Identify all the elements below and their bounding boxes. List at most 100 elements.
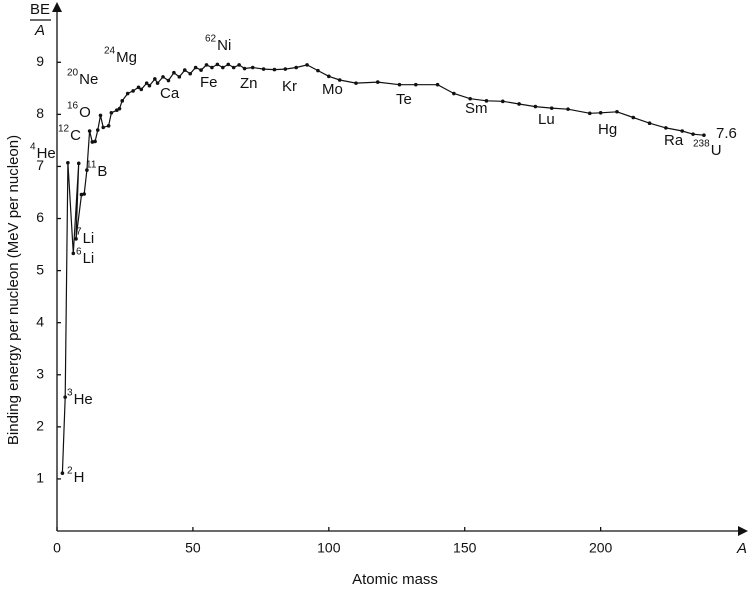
x-axis-symbol: A [736,540,747,557]
data-point [598,111,603,115]
mass-number: 16 [67,101,79,112]
data-point [468,96,472,101]
y-label-top: BE [30,1,50,18]
data-point [147,83,152,88]
data-point [354,81,358,85]
mass-number: 24 [104,46,116,57]
data-point [144,81,149,85]
mass-number: 20 [67,68,79,79]
data-point [691,132,695,136]
element-label: C [70,127,81,144]
data-point [188,71,192,76]
element-label: O [79,104,91,121]
data-point [587,111,592,116]
y-tick-label: 8 [36,105,44,121]
element-label: Mo [322,81,343,98]
x-tick-label: 200 [589,540,613,556]
data-point [161,75,165,79]
y-tick-label: 9 [36,53,44,69]
data-point [517,102,521,106]
element-label: Kr [282,78,297,95]
data-point [60,471,65,475]
data-point [120,99,125,103]
data-point [199,68,203,72]
data-point [533,104,538,109]
data-point [500,99,505,104]
data-point [549,106,554,110]
data-point [95,128,100,132]
data-point [250,65,255,70]
x-tick-label: 150 [453,540,477,556]
data-point [294,65,299,70]
mass-number: 6 [76,247,82,258]
element-label: 7.6 [716,125,737,142]
data-point [283,67,288,71]
x-tick-label: 0 [53,540,61,556]
data-point [106,124,111,128]
data-point [316,68,320,73]
mass-number: 7 [76,227,82,238]
data-point [87,129,92,133]
data-point [414,82,418,87]
element-label: U [711,142,722,159]
data-point [231,65,236,70]
data-point [664,126,668,130]
data-point [272,67,277,72]
mass-number: 238 [693,139,710,150]
element-label: Ra [664,132,684,149]
data-point [435,82,440,87]
data-point [136,85,141,90]
data-point [305,63,309,67]
element-label: Li [83,230,95,247]
element-label: H [74,469,85,486]
element-label: He [37,145,56,162]
y-tick-label: 4 [36,313,44,329]
y-tick-label: 5 [36,261,44,277]
data-point [182,68,187,72]
data-point [193,65,198,70]
y-axis-label: Binding energy per nucleon (MeV per nucl… [5,135,22,445]
data-point [204,63,209,67]
y-label-bottom: A [34,22,45,39]
data-point [327,74,331,79]
element-label: Zn [240,75,258,92]
data-point [375,80,380,84]
data-point [98,113,103,118]
data-point [452,91,456,96]
y-tick-label: 3 [36,365,44,381]
data-point [66,161,70,165]
data-point [647,121,652,126]
data-point [74,237,78,241]
data-point [63,395,67,399]
data-point [261,67,266,71]
data-point [242,66,247,71]
y-axis-arrow [52,2,62,12]
element-label: Sm [465,100,488,117]
mass-number: 12 [58,124,70,135]
data-point [76,161,81,166]
data-point [155,81,160,85]
element-label: Ca [160,85,180,102]
data-point [139,87,144,92]
element-label: Ne [79,71,98,88]
y-tick-label: 2 [36,418,44,434]
data-point [85,168,89,172]
x-tick-label: 100 [317,540,341,556]
y-tick-label: 1 [36,470,44,486]
data-point [115,108,119,112]
y-tick-label: 6 [36,209,44,225]
x-axis-label: Atomic mass [352,571,438,588]
data-point [125,91,130,96]
mass-number: 2 [67,466,73,477]
data-point [484,99,489,103]
data-point [93,139,97,144]
data-point [215,62,220,67]
data-point [82,192,86,196]
data-point [79,192,84,197]
element-label: Fe [200,74,218,91]
data-point [90,140,95,144]
data-point [109,111,114,115]
data-point [71,251,76,256]
